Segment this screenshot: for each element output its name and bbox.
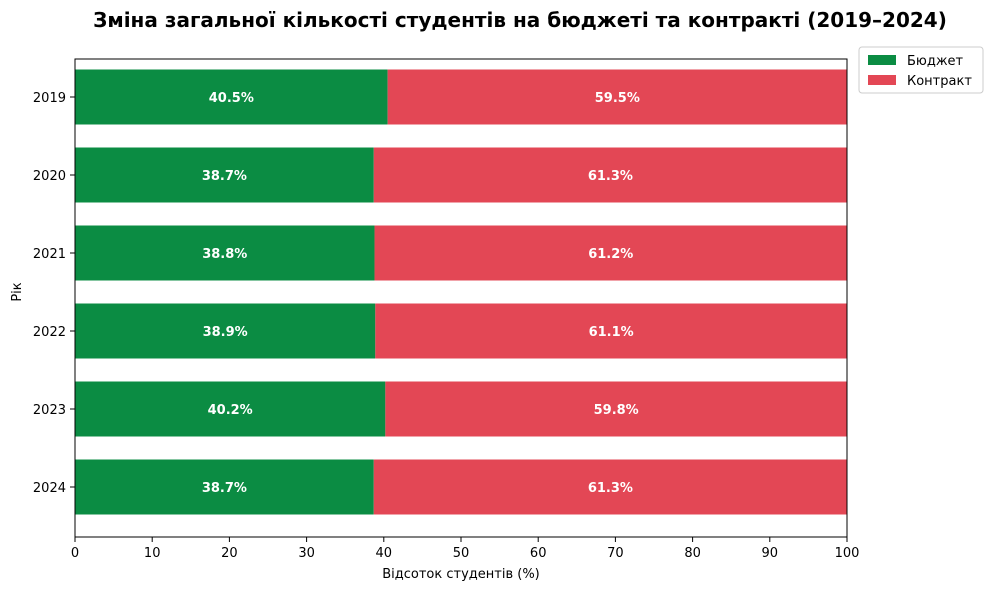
x-tick-label-20: 20 bbox=[221, 546, 238, 561]
bar-contract-2023 bbox=[385, 381, 847, 437]
y-tick-label-2021: 2021 bbox=[33, 247, 66, 262]
bar-budget-2020 bbox=[75, 147, 374, 203]
bar-budget-2024 bbox=[75, 459, 374, 515]
data-label-contract-2019: 59.5% bbox=[595, 91, 640, 106]
x-tick-label-50: 50 bbox=[453, 546, 470, 561]
bar-budget-2023 bbox=[75, 381, 386, 437]
y-tick-label-2019: 2019 bbox=[33, 91, 66, 106]
bar-contract-2019 bbox=[387, 69, 847, 125]
y-axis-ticks: 2019 2020 2021 2022 2023 2024 bbox=[33, 91, 75, 496]
x-tick-label-60: 60 bbox=[530, 546, 547, 561]
x-tick-label-40: 40 bbox=[376, 546, 393, 561]
y-tick-label-2024: 2024 bbox=[33, 481, 66, 496]
legend-swatch-contract bbox=[868, 75, 896, 85]
bar-contract-2020 bbox=[373, 147, 847, 203]
x-axis-ticks: 0 10 20 30 40 50 60 70 80 90 100 bbox=[71, 537, 860, 561]
data-label-budget-2021: 38.8% bbox=[202, 247, 247, 262]
data-label-budget-2024: 38.7% bbox=[202, 481, 247, 496]
bar-contract-2024 bbox=[373, 459, 847, 515]
legend-swatch-budget bbox=[868, 55, 896, 65]
x-tick-label-100: 100 bbox=[835, 546, 860, 561]
data-label-budget-2019: 40.5% bbox=[209, 91, 254, 106]
bar-contract-2022 bbox=[375, 303, 847, 359]
y-tick-label-2020: 2020 bbox=[33, 169, 66, 184]
x-axis-label: Відсоток студентів (%) bbox=[382, 567, 540, 582]
data-label-contract-2021: 61.2% bbox=[588, 247, 633, 262]
legend: Бюджет Контракт bbox=[858, 46, 984, 94]
y-axis-label: Рік bbox=[10, 282, 25, 301]
x-tick-label-80: 80 bbox=[684, 546, 701, 561]
data-label-contract-2022: 61.1% bbox=[589, 325, 634, 340]
bars-group bbox=[75, 69, 847, 515]
x-tick-label-70: 70 bbox=[607, 546, 624, 561]
bar-budget-2021 bbox=[75, 225, 375, 281]
chart-title: Зміна загальної кількості студентів на б… bbox=[93, 8, 947, 32]
data-label-budget-2020: 38.7% bbox=[202, 169, 247, 184]
bar-contract-2021 bbox=[374, 225, 847, 281]
y-tick-label-2023: 2023 bbox=[33, 403, 66, 418]
data-label-contract-2023: 59.8% bbox=[594, 403, 639, 418]
data-label-budget-2023: 40.2% bbox=[208, 403, 253, 418]
x-tick-label-10: 10 bbox=[144, 546, 161, 561]
legend-label-budget: Бюджет bbox=[907, 54, 964, 69]
data-label-contract-2024: 61.3% bbox=[588, 481, 633, 496]
x-tick-label-30: 30 bbox=[298, 546, 315, 561]
legend-label-contract: Контракт bbox=[907, 74, 972, 89]
x-tick-label-0: 0 bbox=[71, 546, 79, 561]
data-label-budget-2022: 38.9% bbox=[203, 325, 248, 340]
data-label-contract-2020: 61.3% bbox=[588, 169, 633, 184]
bar-budget-2019 bbox=[75, 69, 388, 125]
bar-budget-2022 bbox=[75, 303, 376, 359]
x-tick-label-90: 90 bbox=[762, 546, 779, 561]
data-labels-group: 40.5% 59.5% 38.7% 61.3% 38.8% 61.2% 38.9% 61.1%… bbox=[202, 91, 640, 496]
y-tick-label-2022: 2022 bbox=[33, 325, 66, 340]
